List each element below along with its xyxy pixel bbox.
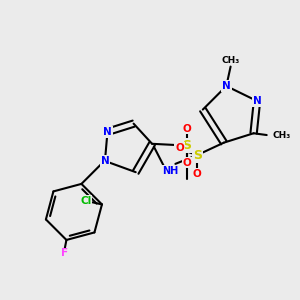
Text: S: S (182, 139, 191, 152)
Text: S: S (193, 148, 202, 161)
Text: F: F (61, 248, 68, 258)
Text: N: N (100, 156, 109, 166)
Text: Cl: Cl (80, 196, 92, 206)
Text: O: O (193, 169, 202, 179)
Text: O: O (182, 124, 191, 134)
Text: O: O (175, 143, 184, 153)
Text: N: N (103, 127, 112, 137)
Text: N: N (253, 96, 261, 106)
Text: NH: NH (162, 166, 178, 176)
Text: O: O (182, 158, 191, 168)
Text: CH₃: CH₃ (272, 130, 290, 140)
Text: CH₃: CH₃ (221, 56, 240, 65)
Text: N: N (222, 81, 231, 91)
